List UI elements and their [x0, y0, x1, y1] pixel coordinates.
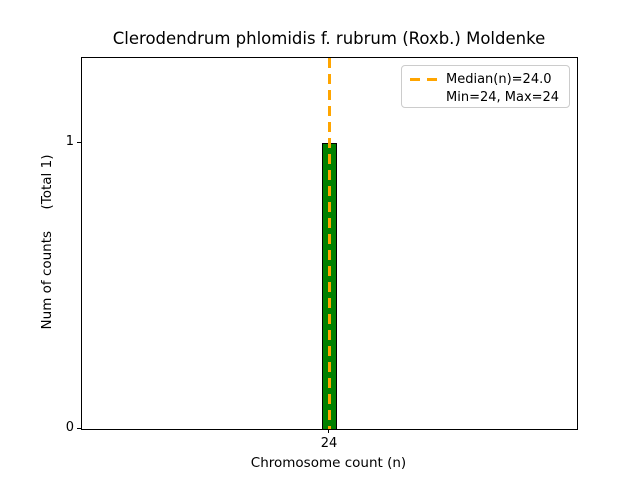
y-axis-label: Num of counts (Total 1) [39, 154, 55, 330]
median-dashed-line [328, 58, 331, 429]
legend-entry-median: Median(n)=24.0 [410, 70, 561, 88]
chart-title: Clerodendrum phlomidis f. rubrum (Roxb.)… [112, 29, 546, 48]
orange-dash-icon [410, 77, 437, 81]
x-tick-mark-24 [328, 429, 329, 433]
legend-entry-minmax: Min=24, Max=24 [410, 88, 561, 106]
legend: Median(n)=24.0 Min=24, Max=24 [401, 65, 570, 108]
y-tick-mark-1 [77, 142, 81, 143]
y-tick-mark-0 [77, 428, 81, 429]
legend-minmax-label: Min=24, Max=24 [446, 89, 560, 105]
legend-median-label: Median(n)=24.0 [446, 71, 552, 87]
y-tick-label-0: 0 [65, 420, 74, 435]
x-tick-label-24: 24 [320, 436, 338, 451]
y-tick-label-1: 1 [65, 134, 74, 149]
x-axis-label: Chromosome count (n) [250, 455, 407, 471]
plot-area: Median(n)=24.0 Min=24, Max=24 [81, 57, 578, 430]
